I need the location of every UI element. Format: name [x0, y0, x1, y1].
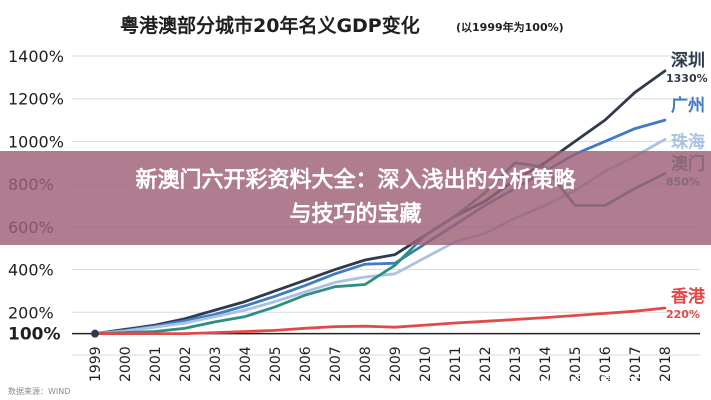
series-name-label: 广州	[671, 95, 705, 116]
x-tick-label: 1999	[88, 346, 104, 382]
y-tick-label: 100%	[8, 325, 61, 345]
x-tick-label: 2005	[268, 346, 284, 382]
y-tick-label: 200%	[8, 303, 54, 322]
banner-line-2: 与技巧的宝藏	[289, 202, 422, 227]
baseline-point	[91, 329, 99, 338]
overlay-banner: 新澳门六开彩资料大全：深入浅出的分析策略 与技巧的宝藏	[0, 151, 711, 245]
y-tick-label: 1200%	[8, 90, 64, 109]
x-tick-label: 2002	[178, 346, 194, 382]
x-tick-label: 2011	[448, 346, 464, 382]
y-tick-label: 400%	[8, 261, 54, 280]
x-tick-label: 2006	[298, 346, 314, 382]
x-tick-label: 2012	[478, 346, 494, 382]
y-tick-label: 1000%	[8, 132, 64, 151]
series-line-0	[93, 69, 667, 336]
x-tick-label: 2001	[148, 346, 164, 382]
x-tick-label: 2008	[358, 346, 374, 382]
series-name-label: 深圳	[671, 50, 705, 71]
series-name-label: 香港	[671, 286, 706, 307]
x-tick-label: 2004	[238, 346, 254, 382]
x-tick-label: 2007	[328, 346, 344, 382]
series-end-value: 1330%	[666, 72, 708, 85]
x-tick-label: 2009	[388, 346, 404, 382]
watermark: 头条 @为育家大雄	[540, 372, 656, 389]
x-tick-label: 2014	[538, 346, 554, 382]
banner-line-1: 新澳门六开彩资料大全：深入浅出的分析策略	[135, 168, 576, 193]
series-end-value: 220%	[666, 308, 700, 321]
series-line-4	[93, 306, 667, 336]
x-tick-label: 2016	[598, 346, 614, 382]
chart-title: 粤港澳部分城市20年名义GDP变化	[120, 14, 420, 37]
chart-subtitle: (以1999年为100%)	[456, 20, 564, 34]
series-name-label: 珠海	[671, 131, 705, 152]
y-tick-label: 1400%	[8, 47, 64, 66]
x-tick-label: 2000	[118, 346, 134, 382]
x-tick-label: 2015	[568, 346, 584, 382]
x-tick-label: 2018	[658, 346, 674, 382]
x-tick-label: 2003	[208, 346, 224, 382]
x-tick-label: 2017	[628, 346, 644, 382]
source-note: 数据来源：WIND	[8, 386, 70, 396]
x-axis: 1999 2000 2001 2002 2003 2004 2005 2006 2007 2008…	[88, 346, 674, 382]
x-tick-label: 2010	[418, 346, 434, 382]
x-tick-label: 2013	[508, 346, 524, 382]
